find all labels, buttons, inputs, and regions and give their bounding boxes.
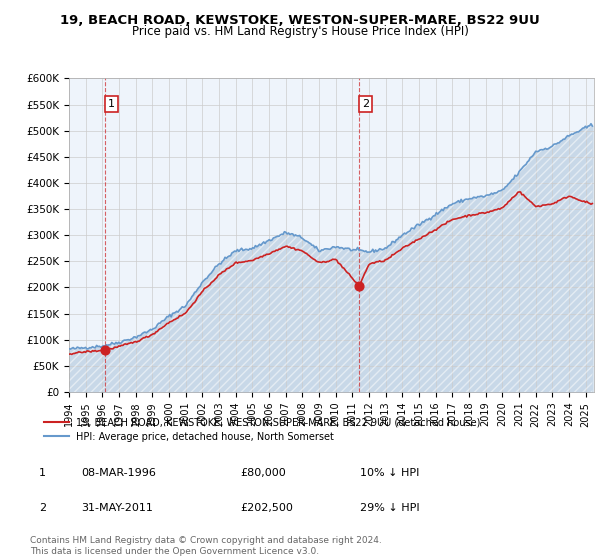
Text: 2: 2 bbox=[39, 503, 46, 513]
Text: 1: 1 bbox=[108, 99, 115, 109]
Point bbox=[101, 346, 110, 354]
Text: 08-MAR-1996: 08-MAR-1996 bbox=[81, 468, 156, 478]
Text: £80,000: £80,000 bbox=[240, 468, 286, 478]
Text: 31-MAY-2011: 31-MAY-2011 bbox=[81, 503, 153, 513]
Text: £202,500: £202,500 bbox=[240, 503, 293, 513]
Legend: 19, BEACH ROAD, KEWSTOKE, WESTON-SUPER-MARE, BS22 9UU (detached house), HPI: Ave: 19, BEACH ROAD, KEWSTOKE, WESTON-SUPER-M… bbox=[40, 414, 485, 446]
Text: 1: 1 bbox=[39, 468, 46, 478]
Text: Price paid vs. HM Land Registry's House Price Index (HPI): Price paid vs. HM Land Registry's House … bbox=[131, 25, 469, 38]
Text: 2: 2 bbox=[362, 99, 369, 109]
Text: Contains HM Land Registry data © Crown copyright and database right 2024.
This d: Contains HM Land Registry data © Crown c… bbox=[30, 536, 382, 556]
Text: 19, BEACH ROAD, KEWSTOKE, WESTON-SUPER-MARE, BS22 9UU: 19, BEACH ROAD, KEWSTOKE, WESTON-SUPER-M… bbox=[60, 14, 540, 27]
Point bbox=[355, 282, 364, 291]
Text: 10% ↓ HPI: 10% ↓ HPI bbox=[360, 468, 419, 478]
Text: 29% ↓ HPI: 29% ↓ HPI bbox=[360, 503, 419, 513]
